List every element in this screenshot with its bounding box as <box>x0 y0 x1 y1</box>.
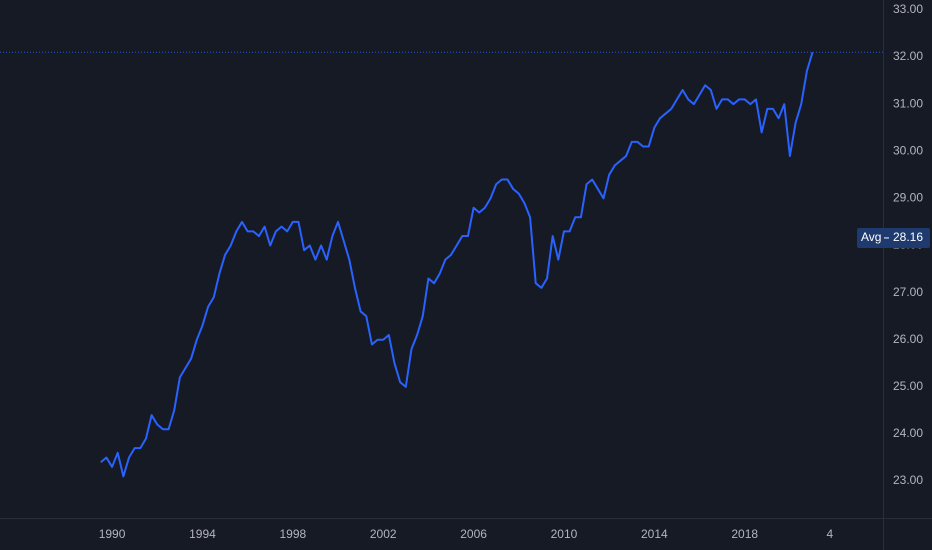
x-tick-label: 2018 <box>731 527 758 541</box>
x-tick-label: 2014 <box>641 527 668 541</box>
average-label-box <box>857 227 930 248</box>
y-tick-label: 24.00 <box>893 426 923 440</box>
y-tick-label: 23.00 <box>893 473 923 487</box>
y-tick-label: 26.00 <box>893 332 923 346</box>
line-series <box>100 52 814 478</box>
y-tick-label: 27.00 <box>893 285 923 299</box>
x-tick-label: 2002 <box>370 527 397 541</box>
y-tick-label: 31.00 <box>893 96 923 110</box>
x-tick-label: 4 <box>827 527 834 541</box>
y-tick-label: 32.00 <box>893 49 923 63</box>
average-label: Avg <box>861 230 881 244</box>
y-tick-label: 29.00 <box>893 191 923 205</box>
x-tick-label: 1998 <box>279 527 306 541</box>
x-tick-label: 1990 <box>99 527 126 541</box>
x-tick-label: 2006 <box>460 527 487 541</box>
y-tick-label: 33.00 <box>893 2 923 16</box>
y-tick-label: 25.00 <box>893 379 923 393</box>
x-tick-label: 2010 <box>551 527 578 541</box>
average-value-label: 28.16 <box>893 230 923 244</box>
x-tick-label: 1994 <box>189 527 216 541</box>
y-tick-label: 30.00 <box>893 143 923 157</box>
